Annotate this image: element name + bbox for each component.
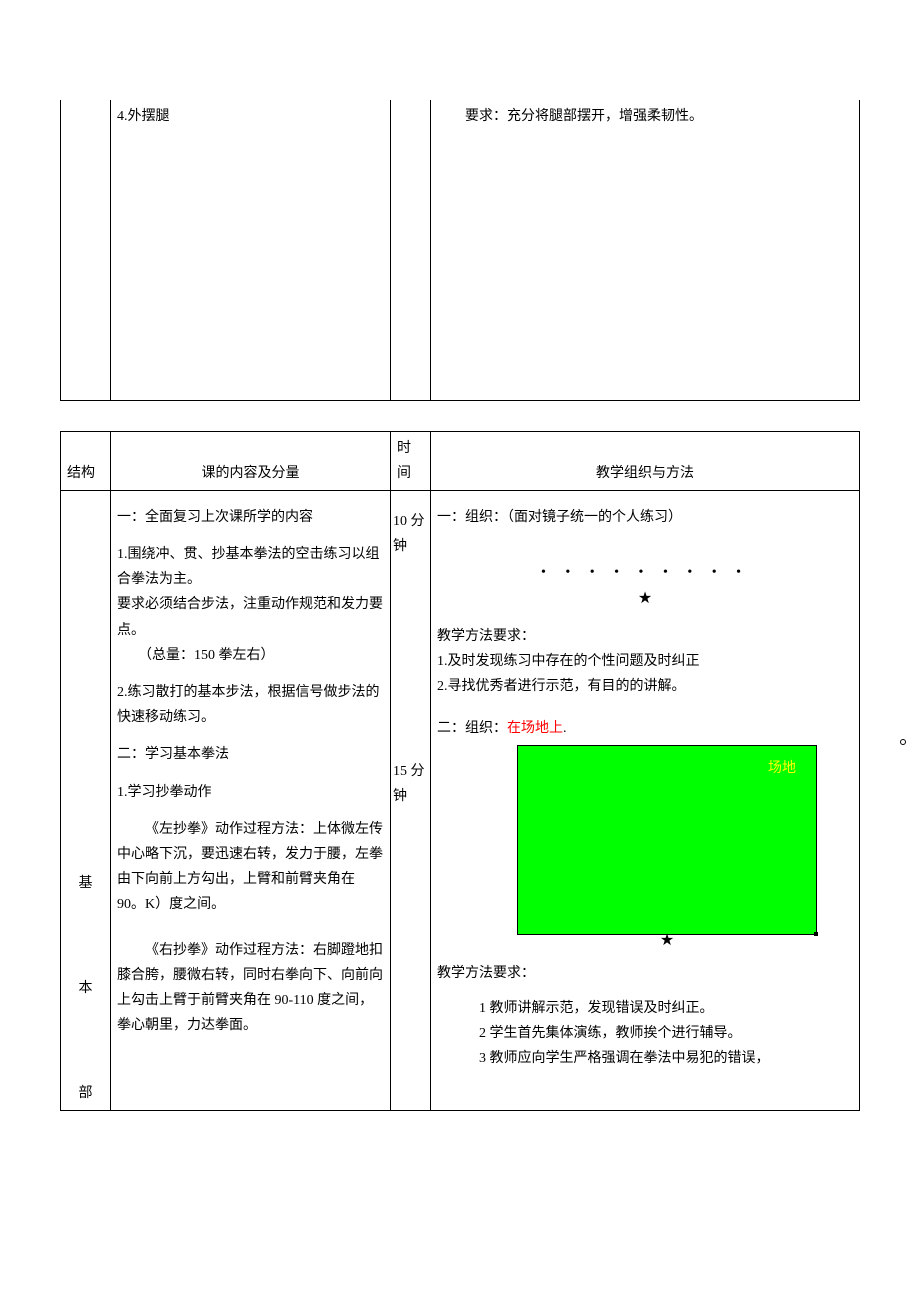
req2-1: 1 教师讲解示范，发现错误及时纠正。 [437,996,853,1021]
item1-req: 要求必须结合步法，注重动作规范和发力要点。 [117,592,384,642]
hdr-time: 时间 [391,431,431,490]
t1-cell-3 [391,100,431,400]
field-label: 场地 [768,756,796,781]
dot-icon [814,932,818,936]
req1-1: 1.及时发现练习中存在的个性问题及时纠正 [437,649,853,674]
structure-char-3: 部 [67,1081,104,1106]
item3: 1.学习抄拳动作 [117,785,212,800]
method-cell: 一：组织：（面对镜子统一的个人练习） • • • • • • • • • ★ 教… [431,490,860,1111]
section1-title: 一：全面复习上次课所学的内容 [117,510,313,525]
body-row: 基 本 部 一：全面复习上次课所学的内容 1.围绕冲、贯、抄基本拳法的空击练习以… [61,490,860,1111]
structure-char-2: 本 [67,976,104,1001]
org1-title: 一：组织：（面对镜子统一的个人练习） [437,510,682,525]
content-cell: 一：全面复习上次课所学的内容 1.围绕冲、贯、抄基本拳法的空击练习以组合拳法为主… [111,490,391,1111]
item1: 1.围绕冲、贯、抄基本拳法的空击练习以组合拳法为主。 [117,542,384,592]
hdr-method: 教学组织与方法 [431,431,860,490]
t1-cell-1 [61,100,111,400]
left-chao: 《左抄拳》动作过程方法：上体微左传中心略下沉，要迅速右转，发力于腰，左拳由下向前… [117,822,383,913]
org2-suffix: . [563,721,567,736]
star-1: ★ [437,585,853,614]
header-row: 结构 课的内容及分量 时间 教学组织与方法 [61,431,860,490]
structure-char-1: 基 [67,871,104,896]
main-table: 结构 课的内容及分量 时间 教学组织与方法 基 本 部 一：全面复习上次课所学的… [60,431,860,1112]
t1-c2-text: 4.外摆腿 [117,109,170,124]
circle-icon [900,739,906,745]
req2-title: 教学方法要求： [437,961,853,986]
org2-prefix: 二：组织： [437,721,507,736]
time-2: 15 分钟 [393,759,428,809]
hdr-content: 课的内容及分量 [111,431,391,490]
req1-title: 教学方法要求： [437,624,853,649]
time-1: 10 分钟 [393,509,428,559]
req2-3: 3 教师应向学生严格强调在拳法中易犯的错误， [437,1046,853,1071]
time-cell: 10 分钟 15 分钟 [391,490,431,1111]
t1-cell-2: 4.外摆腿 [111,100,391,400]
structure-cell: 基 本 部 [61,490,111,1111]
green-field: 场地 ★ [517,745,817,935]
req1-2: 2.寻找优秀者进行示范，有目的的讲解。 [437,674,853,699]
item1-amount: （总量：150 拳左右） [117,643,384,668]
org2-red: 在场地上 [507,721,563,736]
dots-row: • • • • • • • • • [437,560,853,585]
section2-title: 二：学习基本拳法 [117,747,229,762]
field-diagram: 场地 ★ [437,745,853,935]
star-2: ★ [660,927,674,956]
right-chao: 《右抄拳》动作过程方法：右脚蹬地扣膝合胯，腰微右转，同时右拳向下、向前向上勾击上… [117,943,383,1034]
hdr-structure: 结构 [61,431,111,490]
t1-c4-text: 要求：充分将腿部摆开，增强柔韧性。 [465,109,703,124]
item2: 2.练习散打的基本步法，根据信号做步法的快速移动练习。 [117,680,384,730]
t1-cell-4: 要求：充分将腿部摆开，增强柔韧性。 [431,100,860,400]
req2-2: 2 学生首先集体演练，教师挨个进行辅导。 [437,1021,853,1046]
upper-table: 4.外摆腿 要求：充分将腿部摆开，增强柔韧性。 [60,100,860,401]
